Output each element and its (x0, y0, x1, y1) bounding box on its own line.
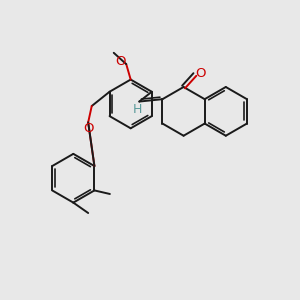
Text: O: O (116, 55, 126, 68)
Text: O: O (195, 67, 206, 80)
Text: O: O (83, 122, 94, 135)
Text: H: H (133, 103, 142, 116)
